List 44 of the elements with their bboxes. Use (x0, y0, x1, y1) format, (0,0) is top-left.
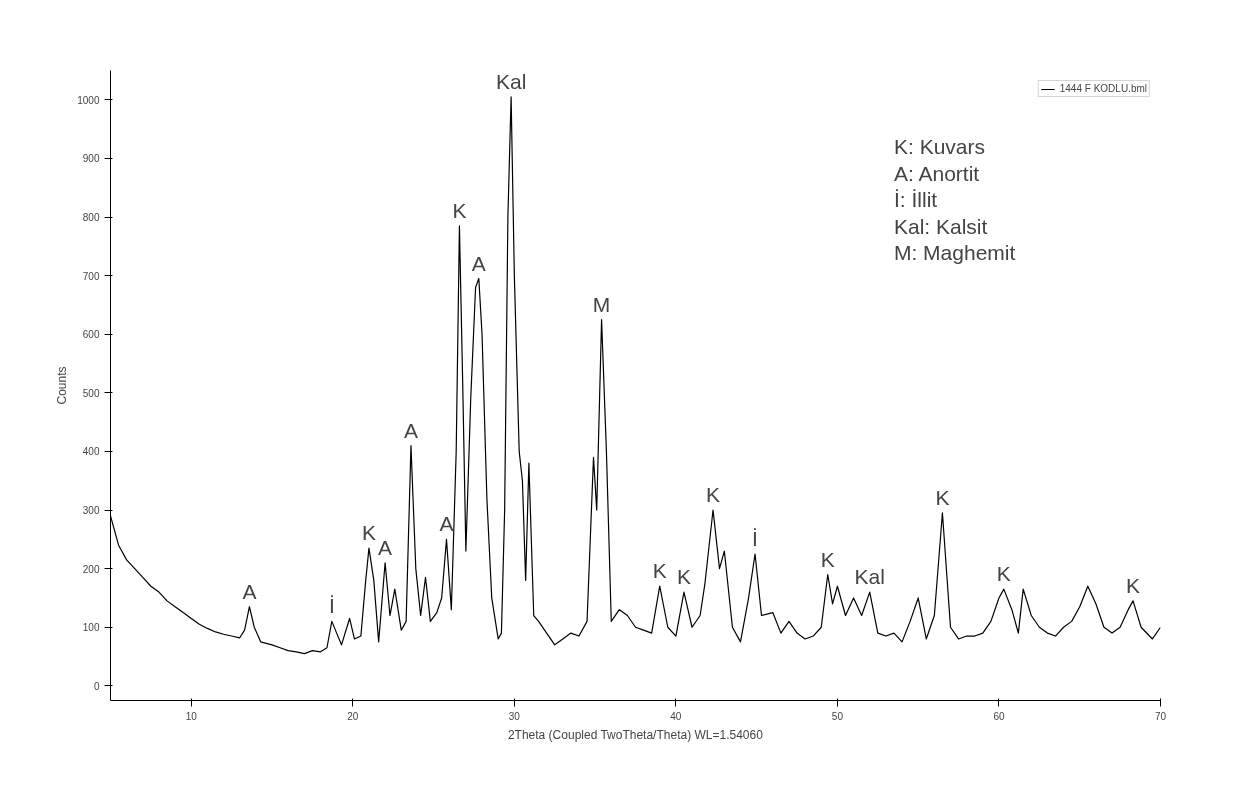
annotation: A (242, 579, 257, 603)
annotation: İ (752, 526, 758, 550)
annotation: A (403, 418, 418, 442)
annotation: K (361, 521, 376, 545)
y-axis-title: Counts (55, 366, 70, 405)
annotation: K (676, 565, 691, 589)
annotation: Kal: Kalsit (893, 214, 988, 238)
y-tick-label: 0 (93, 680, 100, 692)
annotation: M: Maghemit (893, 240, 1016, 264)
x-tick-label: 10 (185, 710, 198, 722)
annotation: K (452, 198, 467, 222)
annotation: Kal (495, 69, 527, 93)
y-tick-label: 1000 (77, 94, 100, 106)
annotation: K: Kuvars (893, 135, 986, 159)
y-tick-label: 200 (82, 563, 100, 575)
y-tick-label: 800 (82, 212, 100, 224)
annotation: K (706, 483, 721, 507)
annotation: İ: İllit (893, 188, 938, 212)
legend-label: 1444 F KODLU.bml (1059, 83, 1147, 94)
annotation: K (820, 547, 835, 571)
annotation: K (1126, 573, 1141, 597)
y-tick-label: 700 (82, 270, 100, 282)
y-tick-label: 300 (82, 505, 100, 517)
x-axis-title: 2Theta (Coupled TwoTheta/Theta) WL=1.54060 (507, 727, 764, 742)
annotation: K (935, 485, 950, 509)
x-tick-label: 20 (347, 710, 359, 722)
annotation: Kal (854, 565, 885, 589)
x-tick-label: 30 (508, 710, 521, 722)
x-tick-label: 40 (670, 710, 682, 722)
annotation: İ (328, 594, 335, 618)
annotation: A (378, 535, 393, 559)
y-tick-label: 400 (82, 446, 100, 458)
x-tick-label: 50 (831, 710, 844, 722)
y-tick-label: 900 (82, 153, 100, 165)
annotation: A: Anortit (893, 161, 980, 185)
y-tick-label: 500 (82, 387, 100, 399)
annotation: M (592, 292, 611, 316)
y-tick-label: 600 (82, 329, 100, 341)
annotation: K (996, 562, 1011, 586)
y-tick-label: 100 (82, 622, 100, 634)
annotation: A (471, 251, 486, 275)
annotation: K (652, 559, 667, 583)
x-tick-label: 70 (1154, 710, 1167, 722)
x-tick-label: 60 (993, 710, 1005, 722)
